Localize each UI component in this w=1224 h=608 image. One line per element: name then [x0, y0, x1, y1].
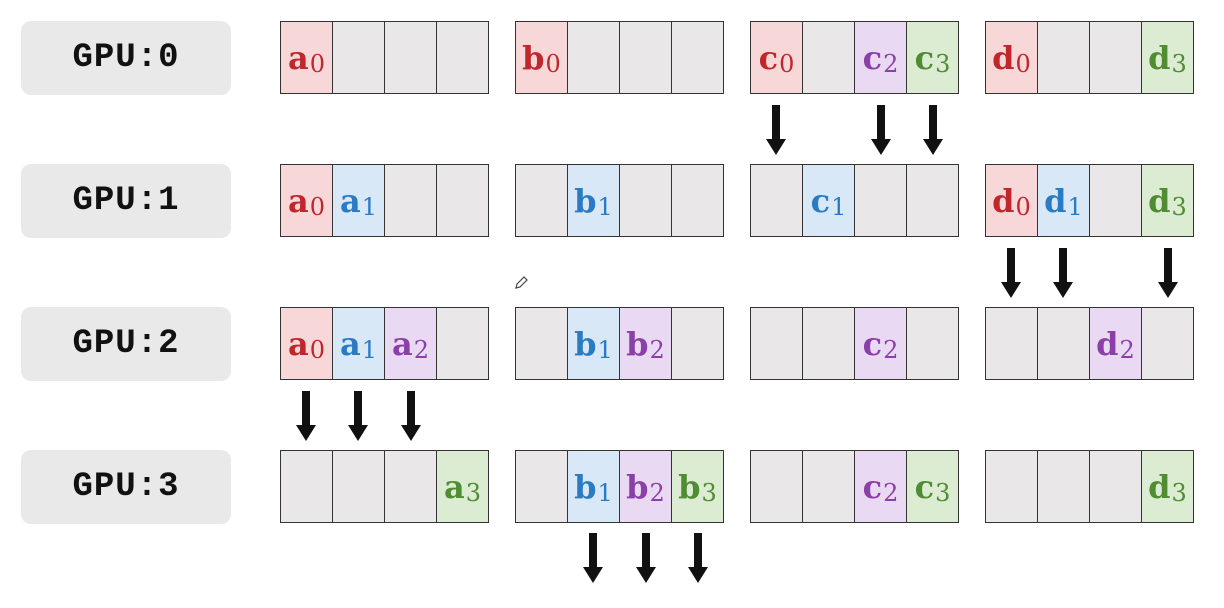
down-arrow-icon	[400, 391, 421, 441]
empty-chunk	[1038, 451, 1090, 522]
empty-chunk	[751, 165, 803, 236]
down-arrow-icon	[1001, 248, 1022, 298]
empty-chunk	[281, 451, 333, 522]
down-arrow-icon	[1053, 248, 1074, 298]
empty-chunk	[620, 22, 672, 93]
empty-chunk	[986, 451, 1038, 522]
empty-chunk	[672, 22, 723, 93]
empty-chunk	[620, 165, 672, 236]
down-arrow-icon	[766, 105, 787, 155]
empty-chunk	[751, 451, 803, 522]
empty-chunk	[333, 22, 385, 93]
empty-chunk	[385, 22, 437, 93]
empty-chunk	[385, 165, 437, 236]
empty-chunk	[907, 308, 958, 379]
empty-chunk	[516, 451, 568, 522]
empty-chunk	[437, 22, 488, 93]
down-arrow-icon	[583, 533, 604, 583]
gpu-label-1: GPU:1	[21, 164, 231, 238]
empty-chunk	[1090, 22, 1142, 93]
empty-chunk	[855, 165, 907, 236]
empty-chunk	[333, 451, 385, 522]
empty-chunk	[803, 451, 855, 522]
down-arrow-icon	[922, 105, 943, 155]
empty-chunk	[516, 308, 568, 379]
empty-chunk	[803, 22, 855, 93]
empty-chunk	[907, 165, 958, 236]
empty-chunk	[1090, 451, 1142, 522]
gpu-label-0: GPU:0	[21, 21, 231, 95]
down-arrow-icon	[687, 533, 708, 583]
empty-chunk	[986, 308, 1038, 379]
empty-chunk	[1038, 308, 1090, 379]
empty-chunk	[516, 165, 568, 236]
empty-chunk	[1038, 22, 1090, 93]
empty-chunk	[1142, 308, 1193, 379]
empty-chunk	[672, 165, 723, 236]
empty-chunk	[437, 165, 488, 236]
empty-chunk	[1090, 165, 1142, 236]
down-arrow-icon	[1157, 248, 1178, 298]
empty-chunk	[568, 22, 620, 93]
gpu-label-2: GPU:2	[21, 307, 231, 381]
empty-chunk	[385, 451, 437, 522]
gpu-label-3: GPU:3	[21, 450, 231, 524]
empty-chunk	[751, 308, 803, 379]
down-arrow-icon	[870, 105, 891, 155]
empty-chunk	[672, 308, 723, 379]
empty-chunk	[437, 308, 488, 379]
down-arrow-icon	[296, 391, 317, 441]
pencil-icon	[515, 276, 528, 289]
down-arrow-icon	[348, 391, 369, 441]
down-arrow-icon	[635, 533, 656, 583]
empty-chunk	[803, 308, 855, 379]
